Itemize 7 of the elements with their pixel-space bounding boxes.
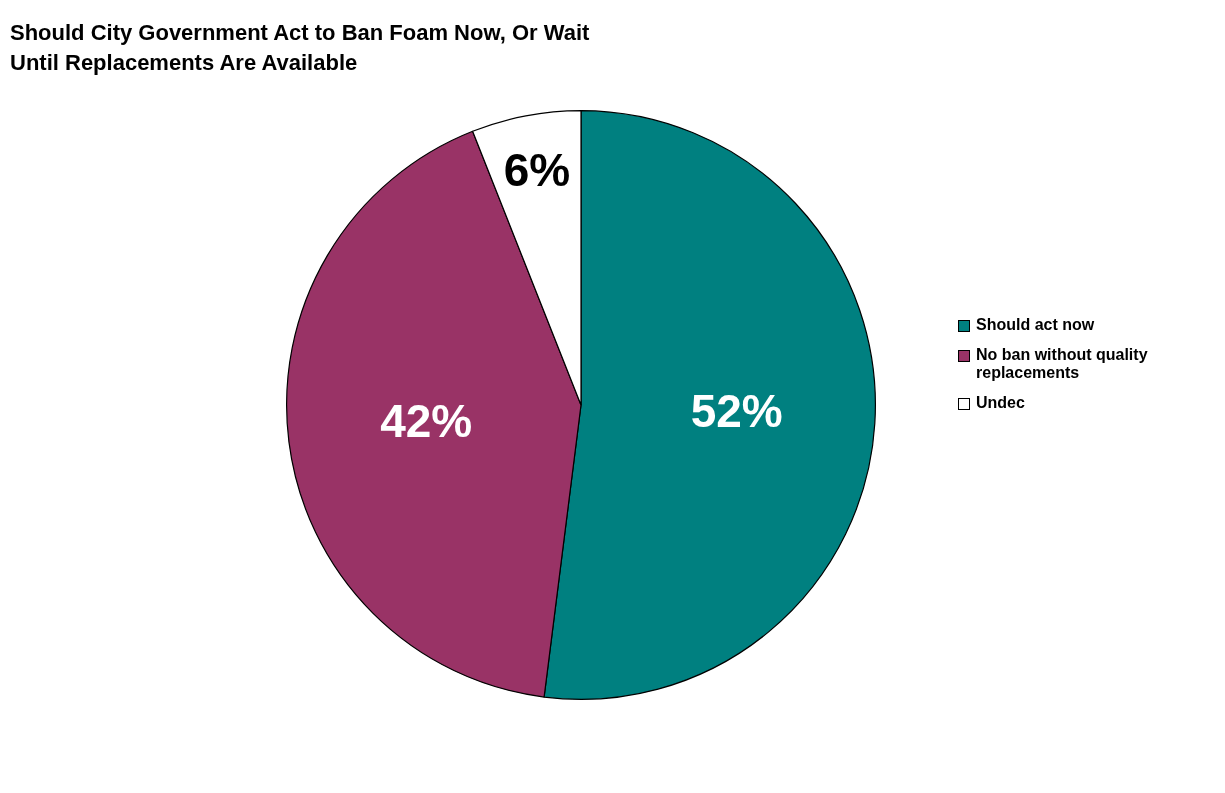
data-label: 42% [380, 395, 473, 448]
data-label: 52% [690, 385, 783, 438]
data-label: 6% [503, 144, 571, 197]
chart-title: Should City Government Act to Ban Foam Now, Or Wait Until Replacements Are Available [10, 19, 591, 77]
legend-label: Undec [976, 394, 1025, 412]
legend-label: No ban without quality replacements [976, 346, 1149, 382]
legend-label: Should act now [976, 316, 1095, 334]
